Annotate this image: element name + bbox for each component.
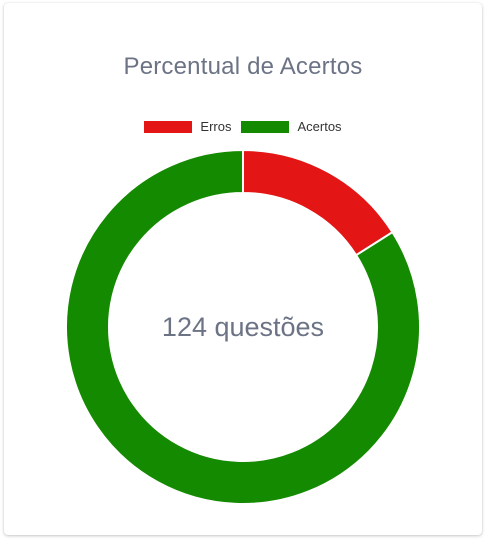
slice-erros[interactable]: [243, 150, 392, 255]
chart-card: Percentual de Acertos Erros Acertos 124 …: [4, 3, 482, 535]
center-label: 124 questões: [162, 312, 324, 342]
donut-chart: 124 questões: [4, 3, 482, 535]
